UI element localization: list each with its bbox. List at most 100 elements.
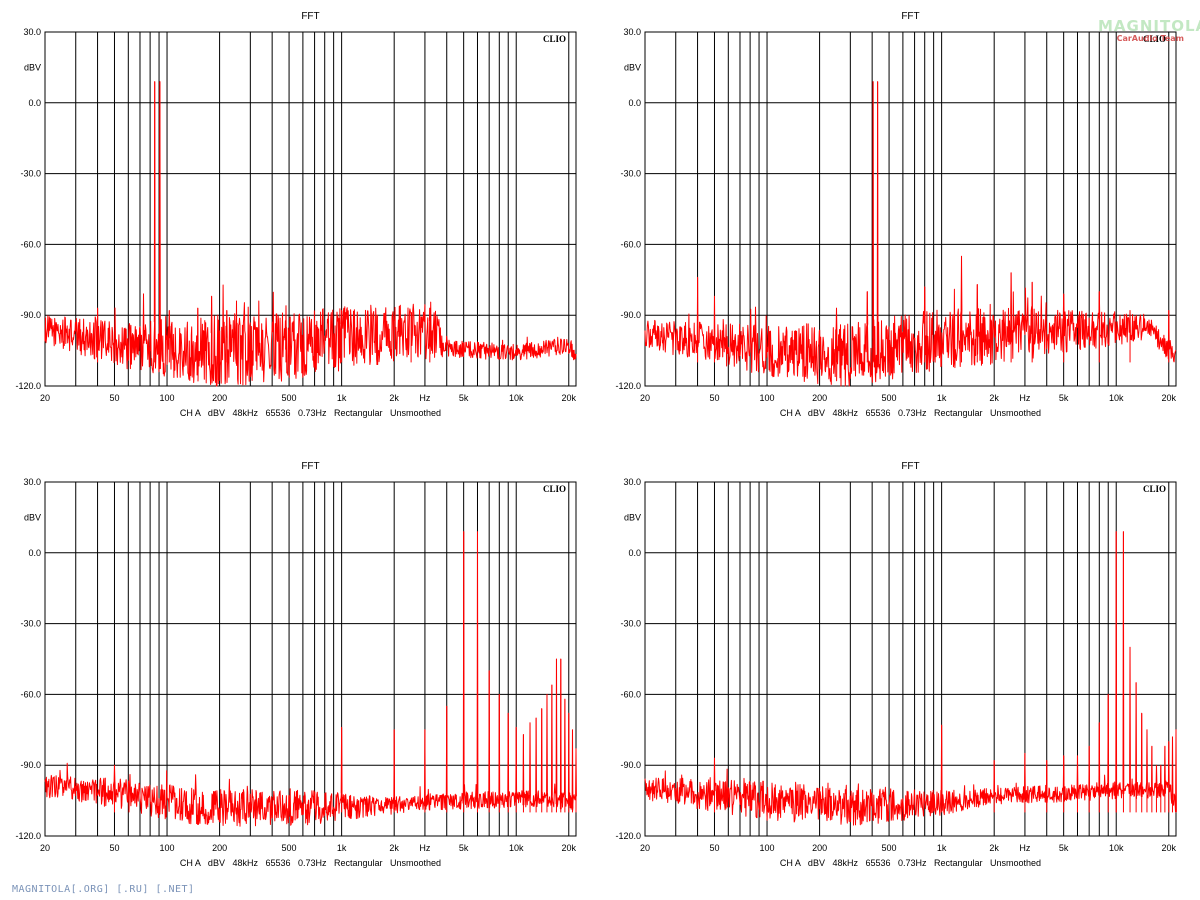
- x-tick-label: 100: [760, 393, 775, 403]
- x-tick-label: 50: [709, 843, 719, 853]
- chart-grid: [644, 481, 1176, 837]
- x-tick-label: 20k: [1162, 393, 1177, 403]
- x-tick-label: 1k: [337, 393, 347, 403]
- x-tick-label: 20: [640, 843, 650, 853]
- y-tick-label: -90.0: [20, 760, 41, 770]
- fft-peaks: [113, 531, 577, 813]
- x-tick-label: 100: [160, 393, 175, 403]
- fft-trace: [644, 531, 1177, 826]
- x-tick-label: 2k: [989, 843, 999, 853]
- measurement-settings: CH A dBV 48kHz 65536 0.73Hz Rectangular …: [180, 858, 441, 868]
- x-tick-label: 1k: [937, 393, 947, 403]
- y-tick-label: 30.0: [23, 27, 41, 37]
- y-tick-label: 30.0: [623, 27, 641, 37]
- y-tick-label: -120.0: [615, 381, 641, 391]
- fft-trace: [644, 81, 1177, 387]
- x-tick-label: 2k: [989, 393, 999, 403]
- y-tick-label: -30.0: [620, 169, 641, 179]
- clio-brand-label: CLIO: [543, 484, 566, 494]
- fft-chart-2: FFT CLIO 30.0 0.0 -30.0 -60.0 -90.0 -120.0 dBV 20…: [615, 11, 1176, 418]
- y-tick-label: 0.0: [628, 98, 641, 108]
- x-tick-label: 500: [282, 843, 297, 853]
- plot-frame: [44, 481, 577, 837]
- chart-title: FFT: [301, 461, 319, 472]
- measurement-settings: CH A dBV 48kHz 65536 0.73Hz Rectangular …: [780, 408, 1041, 418]
- y-tick-label: -60.0: [20, 689, 41, 699]
- y-tick-label: -90.0: [620, 310, 641, 320]
- clio-brand-label: CLIO: [1143, 484, 1166, 494]
- x-axis-unit-label: Hz: [419, 843, 430, 853]
- x-tick-label: 1k: [337, 843, 347, 853]
- x-tick-label: 20k: [1162, 843, 1177, 853]
- x-tick-label: 50: [109, 393, 119, 403]
- x-tick-label: 10k: [1109, 393, 1124, 403]
- x-tick-label: 5k: [459, 843, 469, 853]
- site-footer: MAGNITOLA[.ORG] [.RU] [.NET]: [12, 884, 195, 895]
- y-tick-label: -30.0: [20, 169, 41, 179]
- x-tick-label: 20: [640, 393, 650, 403]
- x-tick-label: 10k: [1109, 843, 1124, 853]
- x-axis-unit-label: Hz: [1019, 393, 1030, 403]
- plot-frame: [644, 31, 1177, 387]
- y-tick-label: 30.0: [623, 477, 641, 487]
- y-tick-label: -120.0: [615, 831, 641, 841]
- x-tick-label: 20: [40, 393, 50, 403]
- plot-frame: [644, 481, 1177, 837]
- fft-peaks: [713, 531, 1177, 813]
- y-tick-label: -60.0: [620, 689, 641, 699]
- clio-brand-label: CLIO: [1143, 34, 1166, 44]
- y-tick-label: -90.0: [620, 760, 641, 770]
- x-tick-label: 10k: [509, 843, 524, 853]
- y-tick-label: 0.0: [628, 548, 641, 558]
- x-tick-label: 5k: [1059, 393, 1069, 403]
- y-tick-label: 0.0: [28, 548, 41, 558]
- y-tick-label: -120.0: [15, 831, 41, 841]
- fft-peaks: [97, 81, 431, 363]
- x-tick-label: 5k: [1059, 843, 1069, 853]
- y-axis-unit-label: dBV: [624, 62, 641, 72]
- fft-chart-1: FFT CLIO 30.0 0.0 -30.0 -60.0 -90.0 -120.0 dBV 20…: [15, 11, 576, 418]
- chart-title: FFT: [901, 11, 919, 22]
- fft-trace: [44, 531, 577, 827]
- clio-brand-label: CLIO: [543, 34, 566, 44]
- x-tick-label: 500: [282, 393, 297, 403]
- measurement-settings: CH A dBV 48kHz 65536 0.73Hz Rectangular …: [180, 408, 441, 418]
- watermark-sub: CarAudio Team: [1116, 34, 1184, 43]
- y-tick-label: 0.0: [28, 98, 41, 108]
- x-tick-label: 500: [882, 843, 897, 853]
- x-tick-label: 200: [812, 843, 827, 853]
- watermark-brand: MAGNITOLA: [1098, 17, 1200, 35]
- fft-chart-4: FFT CLIO 30.0 0.0 -30.0 -60.0 -90.0 -120.0 dBV 20…: [615, 461, 1177, 868]
- x-tick-label: 50: [709, 393, 719, 403]
- y-tick-label: -30.0: [620, 619, 641, 629]
- x-tick-label: 100: [760, 843, 775, 853]
- fft-trace: [44, 81, 577, 387]
- y-tick-label: -30.0: [20, 619, 41, 629]
- fft-peaks: [697, 81, 1170, 363]
- x-tick-label: 200: [212, 843, 227, 853]
- y-tick-label: -120.0: [15, 381, 41, 391]
- measurement-settings: CH A dBV 48kHz 65536 0.73Hz Rectangular …: [780, 858, 1041, 868]
- x-tick-label: 5k: [459, 393, 469, 403]
- y-tick-label: -60.0: [20, 239, 41, 249]
- fft-chart-3: FFT CLIO 30.0 0.0 -30.0 -60.0 -90.0 -120.0 dBV 20…: [15, 461, 577, 868]
- x-tick-label: 1k: [937, 843, 947, 853]
- y-tick-label: -60.0: [620, 239, 641, 249]
- y-axis-unit-label: dBV: [24, 512, 41, 522]
- x-tick-label: 100: [160, 843, 175, 853]
- x-tick-label: 200: [212, 393, 227, 403]
- x-tick-label: 20k: [562, 393, 577, 403]
- x-tick-label: 2k: [389, 393, 399, 403]
- x-tick-label: 500: [882, 393, 897, 403]
- magnitola-logo: MAGNITOLA CarAudio Team: [1098, 18, 1200, 46]
- x-tick-label: 200: [812, 393, 827, 403]
- x-axis-unit-label: Hz: [1019, 843, 1030, 853]
- chart-title: FFT: [901, 461, 919, 472]
- x-tick-label: 20: [40, 843, 50, 853]
- plot-frame: [44, 31, 577, 387]
- y-axis-unit-label: dBV: [24, 62, 41, 72]
- y-tick-label: -90.0: [20, 310, 41, 320]
- x-axis-unit-label: Hz: [419, 393, 430, 403]
- x-tick-label: 10k: [509, 393, 524, 403]
